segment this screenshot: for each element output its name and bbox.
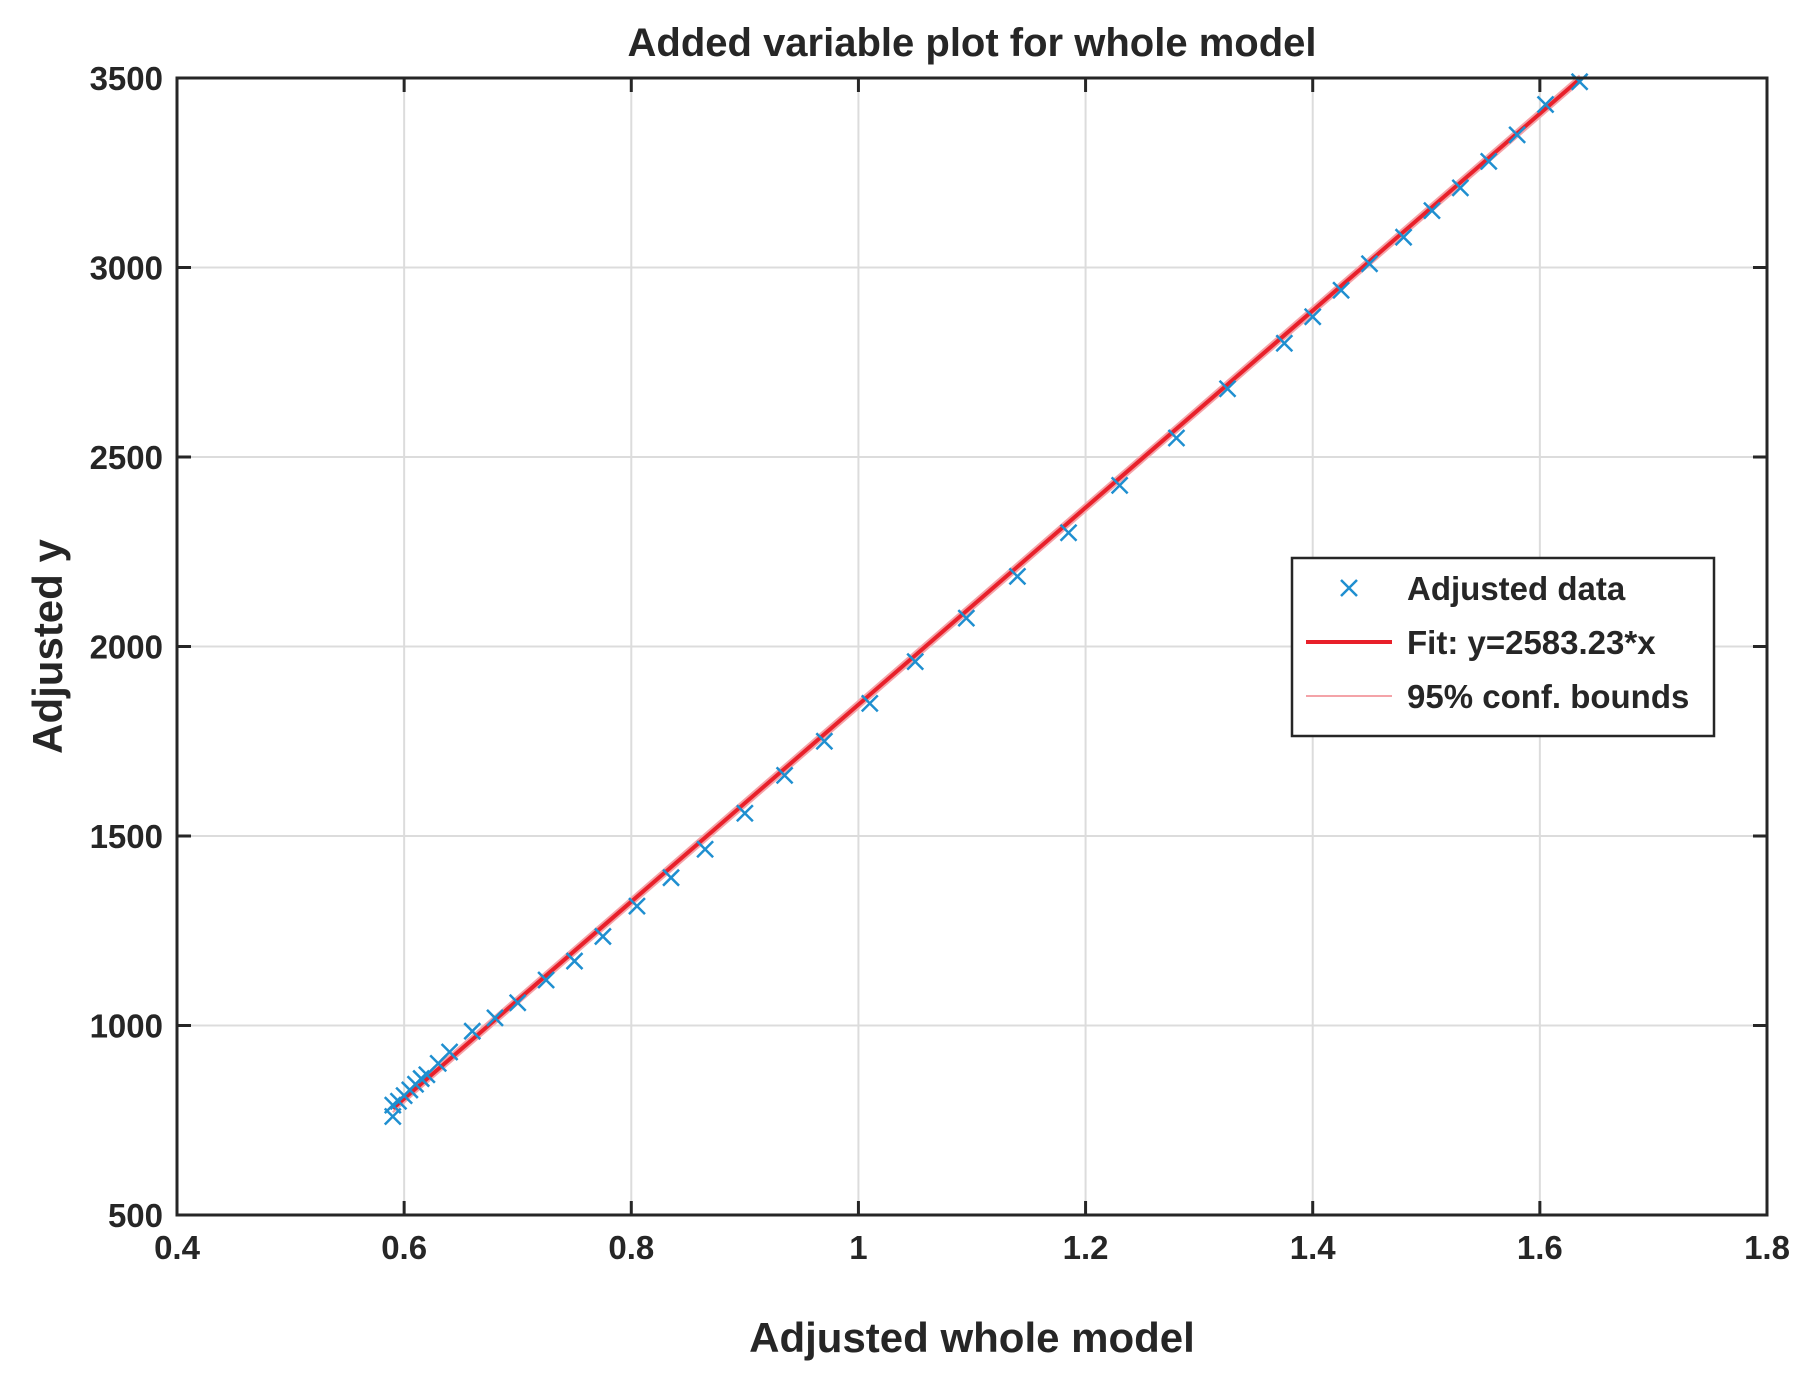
- y-tick-label: 2000: [90, 629, 163, 666]
- data-point: [508, 993, 527, 1012]
- data-point: [463, 1022, 482, 1041]
- data-point: [1360, 254, 1379, 273]
- legend-marker-icon: [1340, 579, 1358, 597]
- y-tick-label: 1500: [90, 818, 163, 855]
- legend-entry-label: 95% conf. bounds: [1407, 678, 1689, 715]
- data-point: [486, 1009, 504, 1027]
- data-point: [1479, 152, 1498, 171]
- data-point: [662, 868, 680, 887]
- legend: Adjusted data Fit: y=2583.23*x 95% conf. b…: [1290, 556, 1716, 738]
- data-point: [1218, 379, 1237, 398]
- data-point: [1167, 429, 1186, 447]
- y-tick-label: 2500: [90, 439, 163, 476]
- data-point: [565, 952, 584, 970]
- lower-bound-line: [392, 82, 1581, 1114]
- data-point: [1451, 179, 1470, 197]
- data-point: [815, 732, 834, 751]
- legend-box: [1290, 556, 1716, 738]
- y-tick-label: 500: [108, 1197, 163, 1234]
- data-point: [537, 971, 555, 989]
- data-point: [594, 927, 612, 946]
- confidence-bounds: [392, 74, 1581, 1114]
- data-point: [1008, 567, 1027, 586]
- data-point: [696, 840, 714, 859]
- x-tick-label: 1: [849, 1229, 867, 1266]
- data-point: [906, 652, 925, 671]
- data-point: [1275, 334, 1294, 353]
- data-point: [860, 694, 879, 713]
- data-point: [1110, 476, 1129, 495]
- x-tick-label: 1.8: [1744, 1229, 1790, 1266]
- data-point: [628, 897, 646, 915]
- x-tick-label: 0.6: [381, 1229, 427, 1266]
- data-point: [1536, 95, 1555, 114]
- x-tick-label: 1.6: [1517, 1229, 1563, 1266]
- y-tick-label: 3500: [90, 60, 163, 97]
- fit-line: [391, 77, 1581, 1111]
- x-tick-label: 1.4: [1290, 1229, 1337, 1266]
- data-point: [1059, 523, 1078, 542]
- data-point: [957, 609, 976, 627]
- x-tick-label: 1.2: [1063, 1229, 1109, 1266]
- y-tick-label: 1000: [90, 1008, 163, 1045]
- data-point: [1570, 72, 1589, 91]
- y-tick-label: 3000: [90, 250, 163, 287]
- x-axis-label: Adjusted whole model: [749, 1314, 1195, 1361]
- chart-title: Added variable plot for whole model: [628, 21, 1317, 65]
- upper-bound-line: [392, 74, 1581, 1106]
- data-point: [440, 1043, 459, 1061]
- data-point: [1394, 228, 1413, 247]
- x-tick-label: 0.4: [154, 1229, 201, 1266]
- legend-entry-label: Fit: y=2583.23*x: [1407, 624, 1656, 661]
- y-axis-ticks: 500 1000 1500 2000 2500 3000 3500: [90, 60, 1767, 1234]
- x-axis-ticks: 0.4 0.6 0.8 1 1.2 1.4 1.6 1.8: [154, 78, 1790, 1266]
- legend-entry-label: Adjusted data: [1407, 570, 1626, 607]
- data-point: [1508, 125, 1527, 144]
- data-point: [735, 804, 754, 823]
- x-tick-label: 0.8: [608, 1229, 654, 1266]
- fit-line-layer: [391, 77, 1581, 1111]
- data-markers: [383, 72, 1589, 1126]
- data-point: [1332, 281, 1350, 300]
- data-point: [1303, 307, 1322, 326]
- data-point: [1423, 201, 1441, 220]
- data-point: [775, 766, 794, 785]
- y-axis-label: Adjusted y: [24, 539, 71, 754]
